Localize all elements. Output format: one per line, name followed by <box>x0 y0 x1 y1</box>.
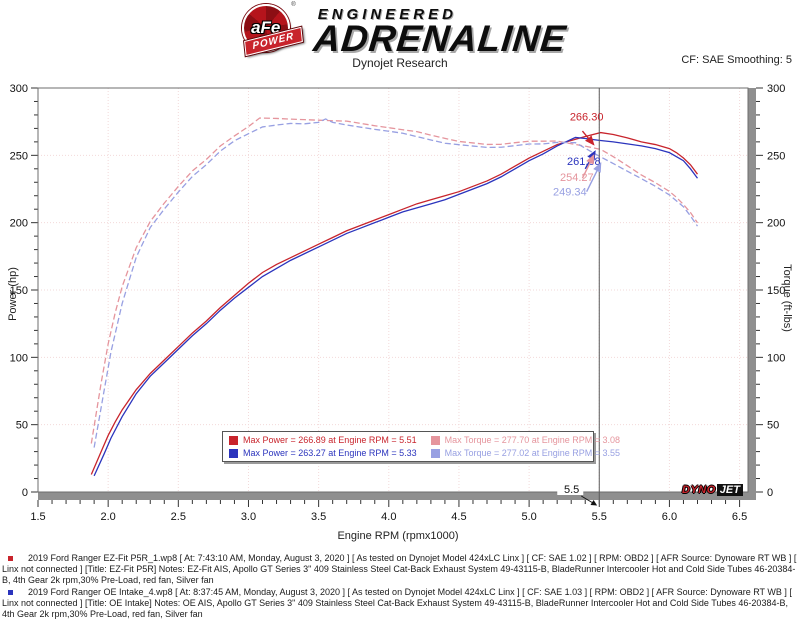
legend-entry: Max Power = 263.27 at Engine RPM = 5.33 <box>229 447 417 459</box>
brand-wordmark: ENGINEERED ADRENALINE <box>311 4 569 59</box>
legend-entry: Max Power = 266.89 at Engine RPM = 5.51 <box>229 434 417 446</box>
x-tick-label: 6.0 <box>662 511 677 523</box>
legend-swatch-icon <box>229 448 238 458</box>
annotation-value-label: 261.08 <box>567 156 601 168</box>
y-tick-label-left: 200 <box>10 218 28 230</box>
run-note-text: 2019 Ford Ranger EZ-Fit P5R_1.wp8 [ At: … <box>2 553 797 585</box>
left-axis-title: Power (hp) <box>7 267 19 321</box>
annotation-value-label: 249.34 <box>553 187 587 199</box>
run-bullet-icon <box>8 556 13 561</box>
legend-entry-label: Max Power = 263.27 at Engine RPM = 5.33 <box>243 448 417 458</box>
y-tick-label-left: 100 <box>10 352 28 364</box>
y-tick-label-right: 50 <box>767 420 779 432</box>
y-tick-label-left: 50 <box>16 420 28 432</box>
frame-right-bar <box>748 88 756 500</box>
y-tick-label-right: 200 <box>767 218 785 230</box>
x-tick-label: 4.5 <box>451 511 466 523</box>
run-bullet-icon <box>8 590 13 595</box>
legend-swatch-icon <box>229 435 238 445</box>
afe-text: aFe <box>251 18 281 37</box>
y-tick-label-right: 100 <box>767 352 785 364</box>
afe-power-badge: aFe ® POWER <box>236 2 303 57</box>
x-tick-label: 2.5 <box>171 511 186 523</box>
legend-entry-label: Max Torque = 277.02 at Engine RPM = 3.55 <box>444 448 621 458</box>
afe-logo: aFe ® POWER ENGINEERED ADRENALINE <box>0 2 800 59</box>
cursor-label: 5.5 <box>564 484 579 496</box>
plot-canvas: 1.5 2.0 2.5 3.0 3.5 4.0 4.5 5.0 5.5 6.0 6.5 0 0 50 50 1… <box>10 83 786 523</box>
smoothing-setting: CF: SAE Smoothing: 5 <box>681 54 792 66</box>
plot-border <box>37 87 749 493</box>
y-tick-label-left: 0 <box>22 487 28 499</box>
oe-torque-curve <box>93 118 699 448</box>
legend-entry: Max Torque = 277.70 at Engine RPM = 3.08 <box>430 434 621 446</box>
page-title: Dynojet Research <box>352 56 448 70</box>
right-axis-title: Torque (ft-lbs) <box>781 264 793 332</box>
registered-mark: ® <box>291 2 296 8</box>
dynojet-logo: DYNO JET <box>682 484 743 496</box>
run-note-text: 2019 Ford Ranger OE Intake_4.wp8 [ At: 8… <box>2 587 792 619</box>
x-tick-label: 1.5 <box>30 511 45 523</box>
cursor-pointer-arrow <box>581 495 598 506</box>
x-tick-label: 6.5 <box>732 511 747 523</box>
run-notes: 2019 Ford Ranger EZ-Fit P5R_1.wp8 [ At: … <box>2 553 798 621</box>
annotation-value-label: 266.30 <box>570 111 604 123</box>
legend-entry-label: Max Power = 266.89 at Engine RPM = 5.51 <box>243 435 417 445</box>
x-tick-label: 5.5 <box>592 511 607 523</box>
y-tick-label-right: 0 <box>767 487 773 499</box>
annotation-arrow <box>581 154 595 179</box>
frame-bottom-bar <box>38 492 756 500</box>
y-tick-label-left: 250 <box>10 150 28 162</box>
oe-power-curve <box>93 136 699 477</box>
x-axis-title: Engine RPM (rpmx1000) <box>337 530 459 542</box>
x-tick-label: 4.0 <box>381 511 396 523</box>
annotation-arrow <box>586 162 602 193</box>
x-tick-label: 5.0 <box>521 511 536 523</box>
legend-entry-label: Max Torque = 277.70 at Engine RPM = 3.08 <box>444 435 621 445</box>
annotation-value-label: 254.27 <box>560 172 594 184</box>
legend-swatch-icon <box>430 435 440 445</box>
dynojet-logo-jet: JET <box>716 484 743 496</box>
x-tick-label: 2.0 <box>101 511 116 523</box>
legend-swatch-icon <box>430 448 440 458</box>
legend-box[interactable]: Max Power = 266.89 at Engine RPM = 5.51 M… <box>222 431 620 462</box>
dyno-chart: 1.5 2.0 2.5 3.0 3.5 4.0 4.5 5.0 5.5 6.0 6.5 0 0 50 50 1… <box>0 80 800 552</box>
adrenaline-text: ADRENALINE <box>311 18 569 59</box>
ezfit-power-curve <box>90 131 699 475</box>
y-tick-label-left: 150 <box>10 285 28 297</box>
header: aFe ® POWER ENGINEERED ADRENALINE Dynoje… <box>0 0 800 80</box>
run-note-ezfit: 2019 Ford Ranger EZ-Fit P5R_1.wp8 [ At: … <box>2 553 798 586</box>
dynojet-logo-dyno: DYNO <box>682 484 716 496</box>
y-tick-label-left: 300 <box>10 83 28 95</box>
y-tick-label-right: 300 <box>767 83 785 95</box>
y-tick-label-right: 150 <box>767 285 785 297</box>
x-tick-label: 3.5 <box>311 511 326 523</box>
y-tick-label-right: 250 <box>767 150 785 162</box>
annotation-arrow <box>581 130 595 146</box>
x-tick-label: 3.0 <box>241 511 256 523</box>
ezfit-torque-curve <box>90 117 699 444</box>
legend-entry: Max Torque = 277.02 at Engine RPM = 3.55 <box>430 447 621 459</box>
run-note-oe: 2019 Ford Ranger OE Intake_4.wp8 [ At: 8… <box>2 587 798 620</box>
cursor-label-bg <box>557 482 584 495</box>
engineered-text: ENGINEERED <box>317 6 457 23</box>
